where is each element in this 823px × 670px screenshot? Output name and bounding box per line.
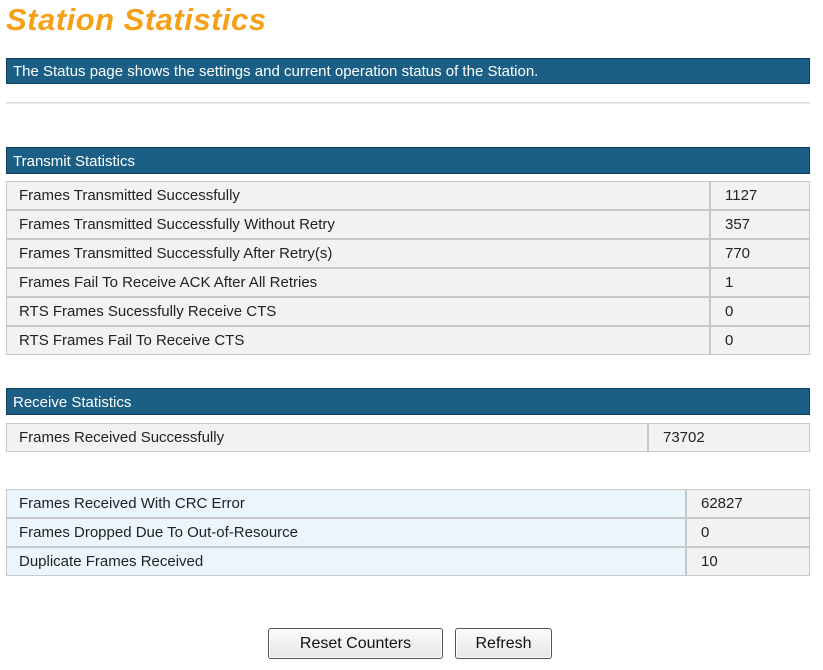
table-row: RTS Frames Fail To Receive CTS 0 — [6, 326, 810, 355]
table-row: Duplicate Frames Received 10 — [6, 547, 810, 576]
stat-label: Frames Transmitted Successfully Without … — [6, 210, 710, 239]
table-row: Frames Transmitted Successfully Without … — [6, 210, 810, 239]
table-row: RTS Frames Sucessfully Receive CTS 0 — [6, 297, 810, 326]
reset-counters-button[interactable]: Reset Counters — [268, 628, 443, 659]
table-row: Frames Received With CRC Error 62827 — [6, 489, 810, 518]
table-row: Frames Received Successfully 73702 — [6, 423, 810, 452]
table-row: Frames Transmitted Successfully 1127 — [6, 181, 810, 210]
stat-label: Frames Fail To Receive ACK After All Ret… — [6, 268, 710, 297]
transmit-statistics-header: Transmit Statistics — [6, 147, 810, 174]
receive-statistics-table: Frames Received Successfully 73702 — [6, 423, 810, 452]
receive-statistics-header: Receive Statistics — [6, 388, 810, 415]
stat-value: 0 — [710, 297, 810, 326]
stat-label: Frames Received With CRC Error — [6, 489, 686, 518]
stat-label: Frames Dropped Due To Out-of-Resource — [6, 518, 686, 547]
stat-value: 1 — [710, 268, 810, 297]
table-row: Frames Dropped Due To Out-of-Resource 0 — [6, 518, 810, 547]
stat-value: 1127 — [710, 181, 810, 210]
stat-label: Frames Transmitted Successfully — [6, 181, 710, 210]
page-title: Station Statistics — [6, 2, 267, 37]
stat-label: RTS Frames Fail To Receive CTS — [6, 326, 710, 355]
divider — [6, 102, 810, 104]
stat-value: 0 — [710, 326, 810, 355]
stat-label: Duplicate Frames Received — [6, 547, 686, 576]
table-row: Frames Fail To Receive ACK After All Ret… — [6, 268, 810, 297]
stat-label: Frames Transmitted Successfully After Re… — [6, 239, 710, 268]
page-description: The Status page shows the settings and c… — [6, 58, 810, 84]
refresh-button[interactable]: Refresh — [455, 628, 552, 659]
stat-value: 357 — [710, 210, 810, 239]
stat-value: 770 — [710, 239, 810, 268]
stat-label: Frames Received Successfully — [6, 423, 648, 452]
stat-label: RTS Frames Sucessfully Receive CTS — [6, 297, 710, 326]
stat-value: 0 — [686, 518, 810, 547]
receive-errors-table: Frames Received With CRC Error 62827 Fra… — [6, 489, 810, 576]
stat-value: 73702 — [648, 423, 810, 452]
stat-value: 62827 — [686, 489, 810, 518]
transmit-statistics-table: Frames Transmitted Successfully 1127 Fra… — [6, 181, 810, 355]
table-row: Frames Transmitted Successfully After Re… — [6, 239, 810, 268]
stat-value: 10 — [686, 547, 810, 576]
